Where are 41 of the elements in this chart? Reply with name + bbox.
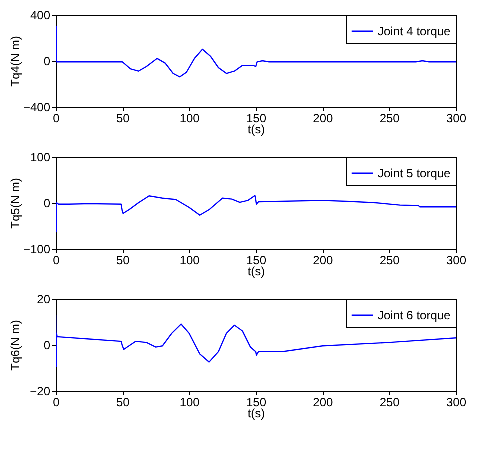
x-tick-label: 200	[313, 112, 334, 126]
x-tick-label: 200	[313, 396, 334, 410]
y-tick-label: 0	[44, 54, 51, 68]
x-tick-label: 300	[446, 112, 467, 126]
x-tick-label: 0	[53, 112, 60, 126]
y-tick-label: 0	[44, 338, 51, 352]
y-axis-title: Tq6(N m)	[8, 320, 22, 371]
x-tick-label: 250	[380, 254, 400, 268]
x-tick-label: 150	[246, 112, 267, 126]
y-tick-label: 400	[30, 8, 51, 22]
x-tick-label: 0	[53, 396, 60, 410]
x-tick-label: 0	[53, 254, 60, 268]
x-tick-label: 100	[180, 112, 200, 126]
y-tick-label: −100	[23, 242, 51, 256]
legend-label: Joint 5 torque	[378, 166, 452, 180]
y-tick-label: −400	[23, 100, 51, 114]
y-tick-label: −20	[30, 384, 51, 398]
y-axis-title: Tq4(N m)	[8, 36, 22, 87]
x-tick-label: 300	[446, 396, 467, 410]
line-series	[56, 26, 456, 78]
y-axis-title: Tq5(N m)	[8, 178, 22, 229]
x-axis-title: t(s)	[248, 122, 266, 136]
legend-label: Joint 6 torque	[378, 308, 452, 322]
x-axis-title: t(s)	[248, 264, 266, 278]
x-tick-label: 50	[116, 254, 130, 268]
x-axis-title: t(s)	[248, 406, 266, 420]
x-tick-label: 250	[380, 112, 400, 126]
x-tick-label: 250	[380, 396, 400, 410]
x-tick-label: 200	[313, 254, 334, 268]
x-tick-label: 100	[180, 396, 200, 410]
y-tick-label: 100	[30, 150, 51, 164]
line-series	[56, 196, 456, 233]
x-tick-label: 150	[246, 396, 267, 410]
x-tick-label: 50	[116, 112, 130, 126]
x-tick-label: 100	[180, 254, 200, 268]
y-tick-label: 0	[44, 196, 51, 210]
x-tick-label: 50	[116, 396, 130, 410]
y-tick-label: 20	[37, 292, 51, 306]
x-tick-label: 300	[446, 254, 467, 268]
x-tick-label: 150	[246, 254, 267, 268]
legend-label: Joint 4 torque	[378, 24, 452, 38]
